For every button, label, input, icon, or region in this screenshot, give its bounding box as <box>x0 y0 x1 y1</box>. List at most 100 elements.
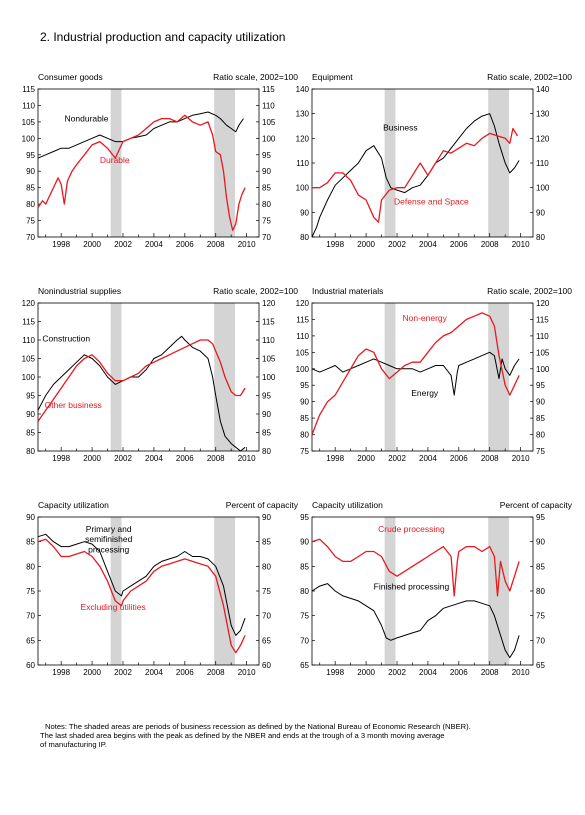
y-tick-label-left: 80 <box>300 587 309 596</box>
y-tick-label-right: 85 <box>536 562 545 571</box>
x-tick-label: 2010 <box>238 454 256 463</box>
plot-frame <box>311 302 534 452</box>
recession-band <box>488 517 510 665</box>
y-tick-label-left: 65 <box>300 661 309 670</box>
series-label: Construction <box>42 333 90 343</box>
y-tick-label-right: 100 <box>536 365 550 374</box>
x-tick-label: 2004 <box>145 454 163 463</box>
y-tick-label-right: 90 <box>536 538 545 547</box>
y-tick-label-right: 80 <box>262 447 271 456</box>
chart-panel-equipment: Equipment Ratio scale, 2002=100 80 80 90 90… <box>296 72 572 272</box>
x-tick-label: 2000 <box>357 240 375 249</box>
y-tick-label-right: 65 <box>536 661 545 670</box>
chart-unit: Ratio scale, 2002=100 <box>213 72 298 82</box>
y-tick-label-right: 60 <box>262 661 271 670</box>
recession-band <box>384 89 396 237</box>
chart-panel-capacity-utilization-right: Capacity utilization Percent of capacity… <box>300 500 572 700</box>
y-tick-label-right: 80 <box>536 233 545 242</box>
y-tick-label-right: 120 <box>262 299 276 308</box>
x-tick-label: 2006 <box>176 668 194 677</box>
y-tick-label-left: 80 <box>300 233 309 242</box>
y-tick-label-left: 70 <box>300 636 309 645</box>
y-tick-label-right: 70 <box>262 612 271 621</box>
y-tick-label-left: 80 <box>26 562 35 571</box>
series-line-energy <box>311 351 520 396</box>
chart-unit: Ratio scale, 2002=100 <box>487 286 572 296</box>
x-tick-label: 2008 <box>207 240 225 249</box>
y-tick-label-right: 90 <box>536 398 545 407</box>
series-label: Crude processing <box>378 524 445 534</box>
series-label: Energy <box>411 388 439 398</box>
y-tick-label-right: 105 <box>536 348 550 357</box>
y-tick-label-left: 85 <box>300 562 309 571</box>
chart-svg: 80 80 90 90 100 100 110 110 120 120 130 130 140 140 19… <box>296 85 550 249</box>
y-tick-label-right: 105 <box>262 355 276 364</box>
y-tick-label-left: 65 <box>26 636 35 645</box>
y-tick-label-left: 80 <box>300 431 309 440</box>
series-label: Durable <box>100 155 130 165</box>
chart-title: Capacity utilization <box>38 500 109 510</box>
recession-band <box>488 89 510 237</box>
y-tick-label-left: 130 <box>296 110 310 119</box>
y-tick-label-right: 95 <box>536 513 545 522</box>
y-tick-label-right: 115 <box>262 85 275 94</box>
y-tick-label-right: 85 <box>262 429 271 438</box>
x-tick-label: 2010 <box>512 668 530 677</box>
y-tick-label-right: 110 <box>262 101 275 110</box>
x-tick-label: 2010 <box>238 668 256 677</box>
series-label: Defense and Space <box>394 196 469 206</box>
chart-panel-nonindustrial-supplies: Nonindustrial supplies Ratio scale, 2002… <box>22 286 298 486</box>
y-tick-label-left: 85 <box>26 429 35 438</box>
y-tick-label-left: 120 <box>296 134 310 143</box>
y-tick-label-right: 110 <box>536 159 549 168</box>
y-tick-label-right: 70 <box>262 233 271 242</box>
x-tick-label: 2008 <box>207 668 225 677</box>
y-tick-label-left: 115 <box>22 85 35 94</box>
y-tick-label-left: 90 <box>26 167 35 176</box>
y-tick-label-left: 75 <box>26 217 35 226</box>
series-line-excluding-utilities <box>37 538 246 654</box>
series-label: Other business <box>45 400 102 410</box>
x-tick-label: 2002 <box>388 240 406 249</box>
series-line-defense-and-space <box>312 127 519 223</box>
chart-title: Industrial materials <box>312 286 384 296</box>
y-tick-label-right: 100 <box>262 134 276 143</box>
y-tick-label-right: 95 <box>262 392 271 401</box>
series-label: Nondurable <box>65 114 109 124</box>
y-tick-label-left: 85 <box>26 184 35 193</box>
y-tick-label-right: 80 <box>536 587 545 596</box>
y-tick-label-right: 115 <box>262 318 275 327</box>
y-tick-label-left: 110 <box>296 332 309 341</box>
recession-band <box>384 517 396 665</box>
chart-title: Equipment <box>312 72 353 82</box>
notes-line: The last shaded area begins with the pea… <box>40 731 445 740</box>
y-tick-label-left: 70 <box>26 612 35 621</box>
chart-svg: 70 70 75 75 80 80 85 85 90 90 95 95 100 100 105 105 110 1… <box>22 85 276 249</box>
y-tick-label-left: 90 <box>300 398 309 407</box>
y-tick-label-left: 90 <box>300 538 309 547</box>
series-line-durable <box>37 114 246 232</box>
x-tick-label: 2002 <box>114 240 132 249</box>
chart-svg: 65 65 70 70 75 75 80 80 85 85 90 90 95 95 1998 2000 2002… <box>300 513 545 677</box>
chart-title: Nonindustrial supplies <box>38 286 122 296</box>
series-line-other-business <box>37 339 246 422</box>
y-tick-label-right: 115 <box>536 315 549 324</box>
y-tick-label-right: 95 <box>536 381 545 390</box>
y-tick-label-right: 100 <box>536 184 550 193</box>
x-tick-label: 2008 <box>481 668 499 677</box>
y-tick-label-left: 120 <box>296 299 310 308</box>
x-tick-label: 2000 <box>83 454 101 463</box>
chart-svg: 75 75 80 80 85 85 90 90 95 95 100 100 105 105 110 110 11… <box>296 299 550 463</box>
y-tick-label-right: 120 <box>536 299 550 308</box>
y-tick-label-left: 95 <box>300 513 309 522</box>
series-label: Finished processing <box>374 582 450 592</box>
chart-svg: 80 80 85 85 90 90 95 95 100 100 105 105 110 110 115 115… <box>22 299 276 463</box>
x-tick-label: 2002 <box>388 668 406 677</box>
y-tick-label-right: 95 <box>262 151 271 160</box>
y-tick-label-left: 75 <box>26 587 35 596</box>
y-tick-label-left: 105 <box>22 355 36 364</box>
notes-line: Notes: The shaded areas are periods of b… <box>45 722 471 731</box>
chart-unit: Percent of capacity <box>499 500 572 510</box>
x-tick-label: 2000 <box>357 454 375 463</box>
x-tick-label: 2000 <box>83 240 101 249</box>
